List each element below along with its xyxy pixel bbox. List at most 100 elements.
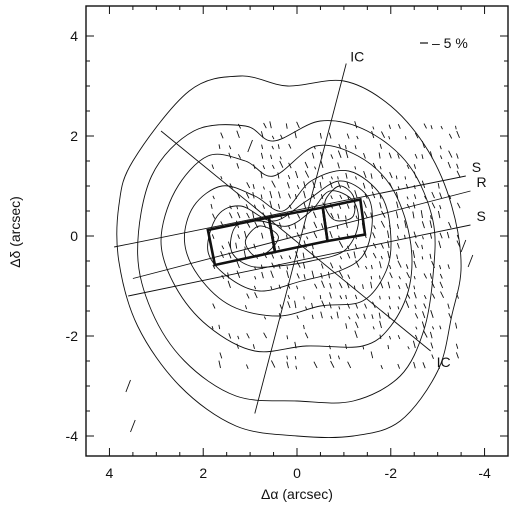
polarization-vector	[389, 172, 393, 179]
polarization-vector	[414, 334, 418, 340]
polarization-vector	[329, 282, 332, 289]
polarization-vector	[295, 365, 298, 370]
polarization-vector	[287, 294, 290, 300]
polarization-vector	[380, 220, 386, 228]
polarization-vector	[237, 335, 240, 340]
polarization-vector	[346, 252, 351, 259]
polarization-vector	[423, 273, 427, 279]
polarization-vector	[235, 242, 238, 249]
polarization-vector	[413, 184, 416, 190]
polarization-vector	[236, 261, 240, 269]
polarization-vector	[303, 190, 306, 199]
polarization-vector	[467, 254, 474, 268]
polarization-vector	[254, 221, 259, 229]
polarization-vector	[271, 135, 275, 140]
contours	[116, 75, 462, 439]
polarization-vector	[412, 211, 415, 219]
polarization-vector	[260, 171, 263, 179]
polarization-vector	[313, 221, 318, 229]
polarization-vector	[270, 360, 276, 368]
polarization-vector	[345, 344, 347, 349]
polarization-vector	[345, 215, 347, 220]
polarization-vector	[381, 210, 386, 218]
polarization-vector	[262, 186, 265, 190]
polarization-vector	[379, 261, 382, 269]
polarization-vector	[345, 220, 348, 229]
polarization-vector	[404, 220, 407, 229]
polarization-vector	[456, 293, 459, 299]
x-axis-label: Δα (arcsec)	[261, 486, 333, 502]
plot-frame	[85, 5, 509, 457]
polarization-vector	[440, 291, 445, 299]
polarization-vector	[253, 285, 257, 290]
polarization-vector	[312, 181, 316, 189]
polarization-vector	[413, 231, 417, 239]
polarization-vector	[246, 212, 250, 219]
polarization-vector	[404, 136, 407, 140]
polarization-vector	[244, 230, 247, 239]
y-tick-label: 4	[70, 28, 78, 44]
polarization-vector	[347, 245, 350, 250]
polarization-vector	[430, 125, 433, 130]
polarization-vector	[346, 303, 351, 309]
polarization-vector	[380, 255, 383, 260]
polarization-vector	[337, 181, 342, 189]
polarization-vector	[389, 182, 393, 189]
polarization-vector	[277, 172, 280, 179]
polarization-vector	[321, 300, 326, 308]
polarization-vector	[413, 292, 417, 299]
ic-line-1	[254, 63, 347, 414]
polarization-vector	[456, 170, 461, 178]
x-tick-label: 2	[199, 465, 207, 481]
polarization-vector	[371, 130, 375, 139]
polarization-vector	[260, 131, 264, 139]
polarization-vector	[328, 132, 332, 139]
polarization-vector	[337, 162, 340, 169]
polarization-vector	[236, 205, 239, 210]
polarization-vector	[329, 292, 332, 299]
polarization-vector	[278, 284, 281, 290]
polarization-vector	[253, 243, 256, 249]
polarization-vector	[396, 242, 400, 249]
polarization-vector	[413, 361, 416, 369]
polarization-vector	[320, 194, 324, 199]
polarization-vector	[303, 296, 305, 300]
polarization-vector	[314, 166, 317, 170]
polarization-vector	[438, 364, 440, 369]
polarization-vector	[424, 195, 427, 200]
y-tick-label: -4	[66, 428, 79, 444]
polarization-vector	[303, 181, 306, 189]
polarization-vector	[296, 185, 300, 190]
polarization-vector	[456, 153, 459, 159]
polarization-vector	[406, 203, 410, 209]
polarization-vector	[311, 314, 314, 320]
polarization-vector	[363, 313, 366, 319]
polarization-vector	[431, 354, 434, 359]
polarization-vector	[254, 266, 256, 270]
polarization-vector	[388, 152, 392, 159]
polarization-vector	[439, 281, 444, 289]
polarization-vector	[288, 143, 292, 149]
polarization-vector	[321, 280, 325, 288]
polarization-vector	[304, 332, 309, 339]
polarization-vector	[372, 126, 375, 130]
polarization-vector	[246, 333, 250, 339]
polarization-vector	[413, 171, 417, 179]
polarization-vector	[287, 174, 291, 180]
polarization-vector	[456, 240, 461, 248]
polarization-vector	[406, 164, 410, 169]
polarization-vector	[339, 295, 343, 300]
polarization-vector	[227, 280, 231, 289]
polarization-vector	[347, 274, 351, 279]
polarization-vector	[254, 276, 257, 280]
polarization-vector	[388, 296, 391, 300]
polarization-vector	[362, 346, 365, 350]
polarization-vector	[372, 242, 377, 249]
polarization-vector	[354, 166, 357, 170]
polarization-vector	[354, 244, 358, 249]
polarization-vector	[288, 225, 291, 230]
polarization-vector	[372, 252, 377, 259]
polarization-vector	[370, 351, 374, 359]
polarization-vector	[412, 250, 416, 258]
polarization-vector	[456, 202, 461, 209]
